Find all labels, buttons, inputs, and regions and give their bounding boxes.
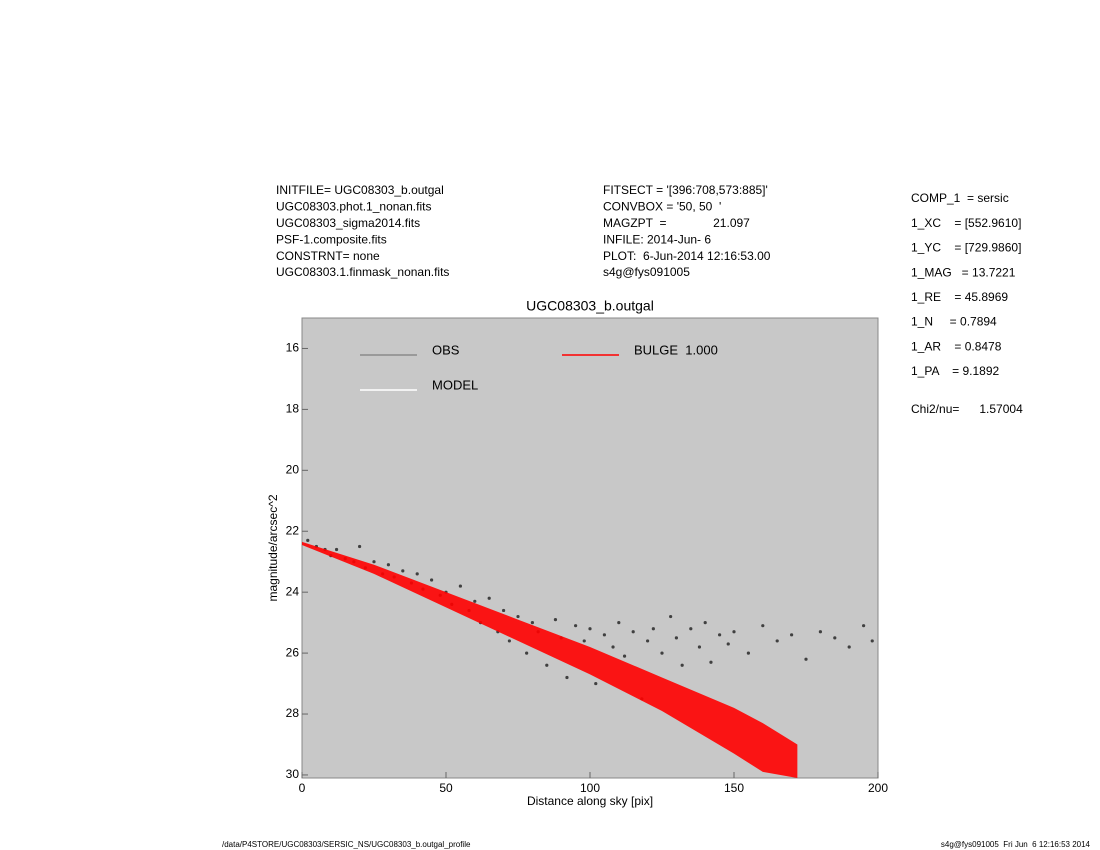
obs-point: [709, 660, 713, 664]
obs-point: [622, 654, 627, 658]
obs-point: [372, 560, 376, 564]
obs-point: [703, 621, 707, 625]
header-left-line: PSF-1.composite.fits: [276, 232, 387, 246]
obs-point: [646, 639, 650, 643]
legend-label: OBS: [432, 342, 460, 357]
parameter: 1_PA = 9.1892: [911, 364, 1000, 378]
obs-point: [847, 645, 851, 649]
parameter: 1_YC = [729.9860]: [911, 241, 1021, 255]
obs-point: [732, 630, 736, 634]
header-left-line: INITFILE= UGC08303_b.outgal: [276, 183, 444, 197]
obs-point: [415, 572, 419, 576]
obs-point: [430, 578, 434, 582]
y-tick-label: 24: [286, 584, 300, 598]
obs-point: [565, 675, 569, 680]
obs-point: [525, 651, 529, 655]
header-left-line: UGC08303_sigma2014.fits: [276, 216, 420, 230]
y-tick-label: 26: [286, 645, 300, 659]
model-band: [302, 541, 798, 778]
parameter: 1_AR = 0.8478: [911, 339, 1002, 353]
obs-point: [746, 651, 751, 655]
obs-point: [358, 544, 362, 549]
obs-point: [545, 663, 549, 667]
plot-area: [302, 538, 874, 778]
y-tick-label: 28: [286, 706, 300, 720]
obs-point: [574, 624, 578, 628]
obs-point: [594, 681, 598, 686]
legend-label: MODEL: [432, 377, 478, 392]
obs-point: [651, 627, 655, 631]
obs-point: [631, 630, 635, 634]
obs-point: [502, 608, 506, 613]
header-left-line: UGC08303.1.finmask_nonan.fits: [276, 265, 449, 279]
chi2: Chi2/nu= 1.57004: [911, 402, 1023, 416]
obs-point: [680, 663, 684, 667]
obs-point: [775, 639, 779, 643]
obs-point: [553, 617, 558, 622]
obs-point: [611, 645, 615, 649]
obs-point: [458, 584, 462, 588]
chart-title: UGC08303_b.outgal: [526, 298, 654, 314]
obs-point: [669, 614, 673, 619]
x-tick-label: 0: [299, 781, 306, 795]
obs-point: [718, 633, 722, 637]
obs-point: [487, 596, 491, 600]
x-tick-label: 100: [580, 781, 600, 795]
header-middle-line: FITSECT = '[396:708,573:885]': [603, 183, 768, 197]
obs-point: [818, 630, 823, 634]
obs-point: [674, 636, 679, 640]
obs-point: [473, 599, 477, 603]
obs-point: [602, 633, 607, 637]
x-axis-label: Distance along sky [pix]: [527, 794, 653, 808]
obs-point: [588, 627, 592, 631]
parameter: 1_RE = 45.8969: [911, 290, 1008, 304]
obs-point: [689, 627, 693, 631]
parameter: COMP_1 = sersic: [911, 191, 1009, 205]
obs-point: [761, 624, 765, 628]
obs-point: [862, 624, 866, 628]
header-middle-line: s4g@fys091005: [603, 265, 690, 279]
x-tick-label: 150: [724, 781, 744, 795]
obs-point: [386, 563, 390, 567]
obs-point: [401, 569, 405, 573]
obs-point: [697, 645, 702, 649]
header-left-line: CONSTRNT= none: [276, 249, 380, 263]
header-middle-line: INFILE: 2014-Jun- 6: [603, 232, 711, 246]
obs-point: [306, 538, 310, 542]
header-middle-line: PLOT: 6-Jun-2014 12:16:53.00: [603, 249, 771, 263]
header-left-line: UGC08303.phot.1_nonan.fits: [276, 200, 431, 214]
obs-point: [582, 639, 586, 643]
y-tick-label: 18: [286, 402, 300, 416]
obs-point: [660, 651, 664, 655]
obs-point: [833, 636, 837, 640]
x-tick-label: 50: [439, 781, 453, 795]
obs-point: [617, 621, 621, 625]
parameter: 1_MAG = 13.7221: [911, 265, 1016, 279]
header-middle-line: MAGZPT = 21.097: [603, 216, 750, 230]
obs-point: [726, 642, 730, 646]
y-axis-label: magnitude/arcsec^2: [266, 494, 280, 601]
y-tick-label: 20: [286, 462, 300, 476]
y-tick-label: 22: [286, 523, 300, 537]
footer-left: /data/P4STORE/UGC08303/SERSIC_NS/UGC0830…: [222, 840, 471, 849]
parameter: 1_XC = [552.9610]: [911, 216, 1021, 230]
obs-point: [516, 614, 520, 619]
footer-right: s4g@fys091005 Fri Jun 6 12:16:53 2014: [941, 840, 1091, 849]
obs-point: [870, 639, 874, 643]
y-tick-label: 30: [286, 767, 300, 781]
obs-point: [804, 657, 808, 661]
header-middle-line: CONVBOX = '50, 50 ': [603, 200, 721, 214]
legend-label: BULGE 1.000: [634, 342, 718, 357]
plot-background: [302, 318, 878, 778]
y-tick-label: 16: [286, 341, 300, 355]
x-tick-label: 200: [868, 781, 888, 795]
obs-point: [507, 639, 511, 643]
parameter: 1_N = 0.7894: [911, 315, 997, 329]
obs-point: [530, 621, 535, 625]
obs-point: [790, 633, 794, 637]
obs-point: [334, 547, 339, 552]
